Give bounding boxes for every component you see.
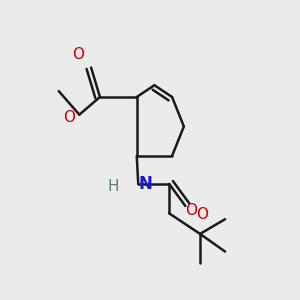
Text: H: H [108,179,119,194]
Text: O: O [196,207,208,222]
Text: O: O [72,47,84,62]
Text: N: N [138,175,152,193]
Text: O: O [63,110,75,125]
Text: O: O [185,203,197,218]
